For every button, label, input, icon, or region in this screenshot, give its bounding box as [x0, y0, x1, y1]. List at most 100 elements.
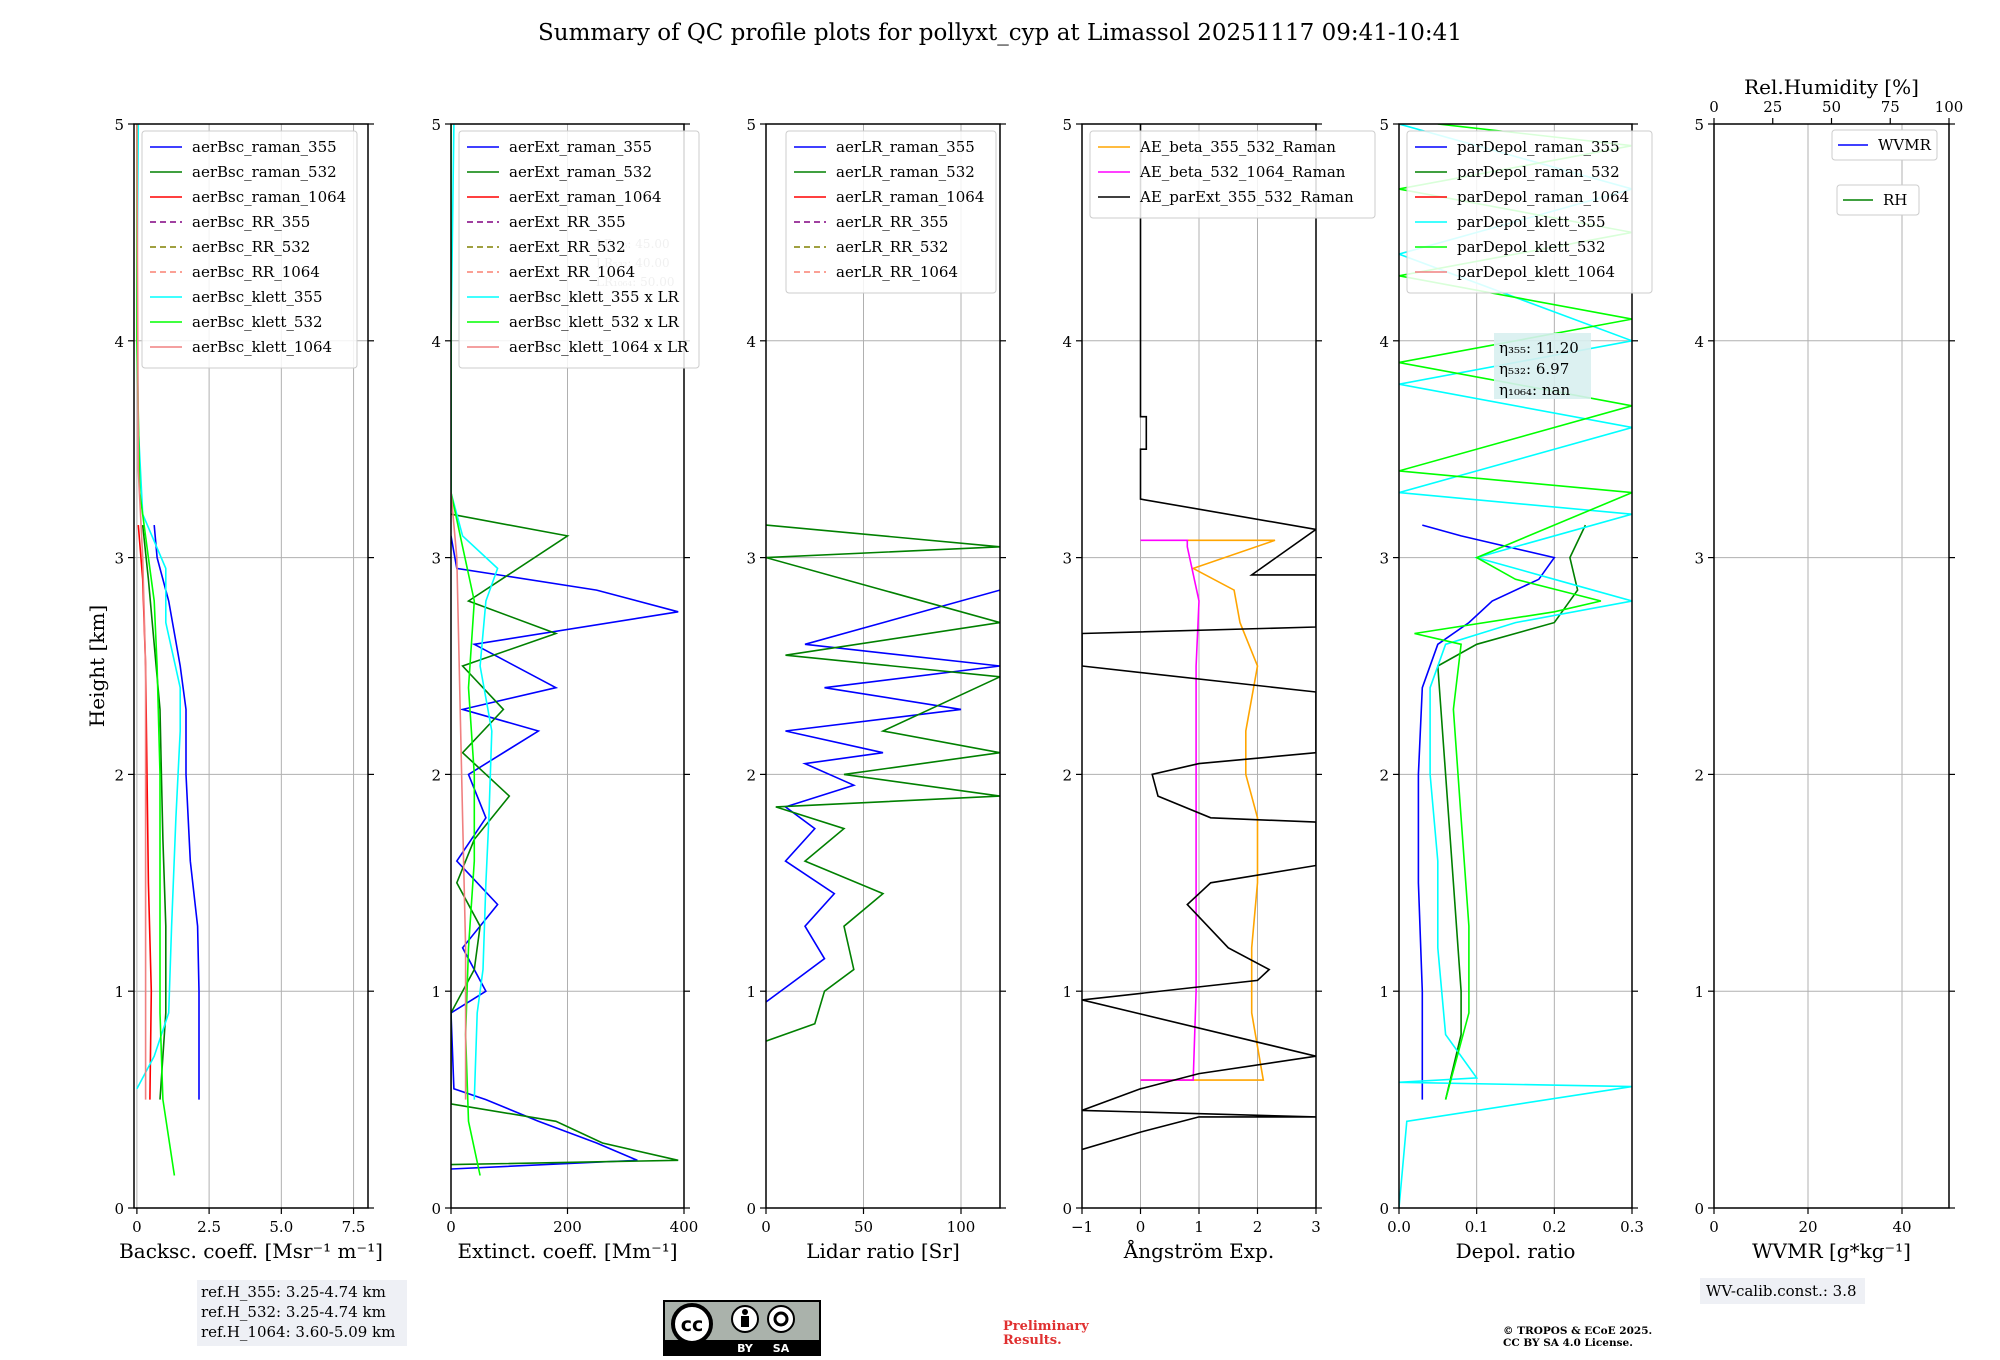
series-aerLR_raman_532 [766, 524, 1000, 1042]
y-tick-label: 3 [746, 550, 756, 568]
y-tick-label: 4 [1379, 333, 1389, 351]
legend-label: aerBsc_raman_1064 [192, 188, 346, 206]
y-tick-label: 4 [114, 333, 124, 351]
legend-label: aerBsc_klett_355 x LR [509, 288, 680, 306]
legend-label: AE_beta_532_1064_Raman [1139, 163, 1346, 181]
x-tick-label: 0 [446, 1218, 456, 1236]
x-tick-label: 0 [761, 1218, 771, 1236]
axes-frame [1713, 123, 1950, 1209]
copyright-note: © TROPOS & ECoE 2025. CC BY SA 4.0 Licen… [1503, 1325, 1653, 1349]
legend-label: parDepol_klett_532 [1457, 238, 1606, 256]
y-tick-label: 2 [746, 766, 756, 784]
x-axis-label: Ångström Exp. [1123, 1238, 1274, 1263]
legend-label: aerBsc_klett_1064 x LR [509, 338, 689, 356]
legend-label: aerBsc_raman_355 [192, 138, 337, 156]
legend-box [1089, 130, 1376, 219]
legend-label: aerLR_raman_355 [836, 138, 975, 156]
top-x-tick-label: 75 [1881, 98, 1900, 116]
legend: aerExt_raman_355 aerExt_raman_532 aerExt_r… [458, 130, 700, 369]
series-group [136, 124, 200, 1176]
legend-label: aerBsc_klett_1064 [192, 338, 332, 356]
legend-label: aerExt_raman_355 [509, 138, 652, 156]
top-x-tick-label: 50 [1822, 98, 1841, 116]
y-tick-label: 0 [746, 1200, 756, 1218]
y-tick-label: 1 [114, 983, 124, 1001]
y-tick-label: 4 [746, 333, 756, 351]
y-tick-label: 2 [1062, 766, 1072, 784]
x-tick-label: 0.3 [1620, 1218, 1644, 1236]
x-tick-label: 3 [1311, 1218, 1321, 1236]
y-tick-label: 5 [1062, 116, 1072, 134]
series-aerExt_raman_532 [451, 513, 679, 1166]
x-tick-label: 0 [1136, 1218, 1146, 1236]
legend-label: WVMR [1878, 136, 1932, 154]
y-tick-label: 0 [1694, 1200, 1704, 1218]
ref-height-355: ref.H_355: 3.25-4.74 km [201, 1283, 386, 1301]
legend-label: parDepol_klett_355 [1457, 213, 1606, 231]
eta-annotation-box: η₃₅₅: 11.20 η₅₃₂: 6.97 η₁₀₆₄: nan [1494, 333, 1591, 399]
eta-annotation: η₃₅₅: 11.20 [1499, 339, 1579, 357]
legend-label: parDepol_raman_532 [1457, 163, 1620, 181]
figure-title: Summary of QC profile plots for pollyxt_… [538, 20, 1462, 46]
y-tick-label: 0 [114, 1200, 124, 1218]
x-tick-label: 0.1 [1465, 1218, 1489, 1236]
x-tick-label: 0.2 [1542, 1218, 1566, 1236]
cc-by-sa-license-badge: cc BY SA [663, 1300, 821, 1356]
y-tick-label: 3 [114, 550, 124, 568]
ref-height-532: ref.H_532: 3.25-4.74 km [201, 1303, 386, 1321]
series-aerBsc_klett_1064 x LR [451, 492, 467, 1100]
legend-label: aerExt_RR_532 [509, 238, 626, 256]
y-tick-label: 4 [1062, 333, 1072, 351]
eta-annotation: η₅₃₂: 6.97 [1499, 360, 1569, 378]
y-tick-label: 0 [431, 1200, 441, 1218]
ref-height-1064: ref.H_1064: 3.60-5.09 km [201, 1323, 396, 1341]
legend-label: aerExt_raman_1064 [509, 188, 662, 206]
y-tick-label: 1 [431, 983, 441, 1001]
y-tick-label: 1 [746, 983, 756, 1001]
axes-frame [765, 123, 1001, 1209]
legend: WVMR RH [1831, 129, 1938, 216]
y-tick-label: 0 [1379, 1200, 1389, 1218]
axes-frame [1398, 123, 1633, 1209]
legend-box [785, 130, 997, 294]
x-tick-label: 0 [132, 1218, 142, 1236]
panel-5: 0 1 2 3 4 5 0.0 0.1 0.2 0.3 Depol. ratio η₃₅₅: 11.2… [1379, 116, 1653, 1263]
y-tick-label: 0 [1062, 1200, 1072, 1218]
x-axis-label: Depol. ratio [1456, 1239, 1576, 1263]
legend-label: aerExt_RR_1064 [509, 263, 635, 281]
legend-box [1831, 129, 1938, 161]
axes-frame [133, 123, 369, 1209]
series-aerBsc_raman_532 [141, 525, 167, 1100]
x-tick-label: 20 [1798, 1218, 1817, 1236]
legend-label: RH [1883, 191, 1907, 209]
legend-label: parDepol_raman_355 [1457, 138, 1620, 156]
top-x-tick-label: 0 [1709, 98, 1719, 116]
legend-label: parDepol_raman_1064 [1457, 188, 1629, 206]
legend-label: aerLR_raman_1064 [836, 188, 984, 206]
x-tick-label: 1 [1194, 1218, 1204, 1236]
legend-label: aerBsc_RR_532 [192, 238, 310, 256]
legend: AE_beta_355_532_Raman AE_beta_532_1064_Ra… [1089, 130, 1376, 219]
y-tick-label: 2 [1694, 766, 1704, 784]
legend-box [141, 130, 358, 369]
series-aerLR_raman_355 [766, 589, 1000, 1003]
legend-label: aerBsc_RR_1064 [192, 263, 320, 281]
top-x-tick-label: 100 [1935, 98, 1964, 116]
y-tick-label: 1 [1062, 983, 1072, 1001]
legend: aerLR_raman_355 aerLR_raman_532 aerLR_rama… [785, 130, 997, 294]
y-tick-label: 1 [1379, 983, 1389, 1001]
series-aerBsc_raman_355 [153, 525, 200, 1100]
reference-heights-box: ref.H_355: 3.25-4.74 km ref.H_532: 3.25-… [197, 1280, 407, 1346]
sa-share-icon [767, 1305, 795, 1333]
legend-box [458, 130, 700, 369]
x-tick-label: 7.5 [342, 1218, 366, 1236]
y-tick-label: 2 [114, 766, 124, 784]
y-tick-label: 4 [1694, 333, 1704, 351]
x-tick-label: 2 [1253, 1218, 1263, 1236]
series-AE_beta_532_1064_Raman [1140, 539, 1200, 1081]
